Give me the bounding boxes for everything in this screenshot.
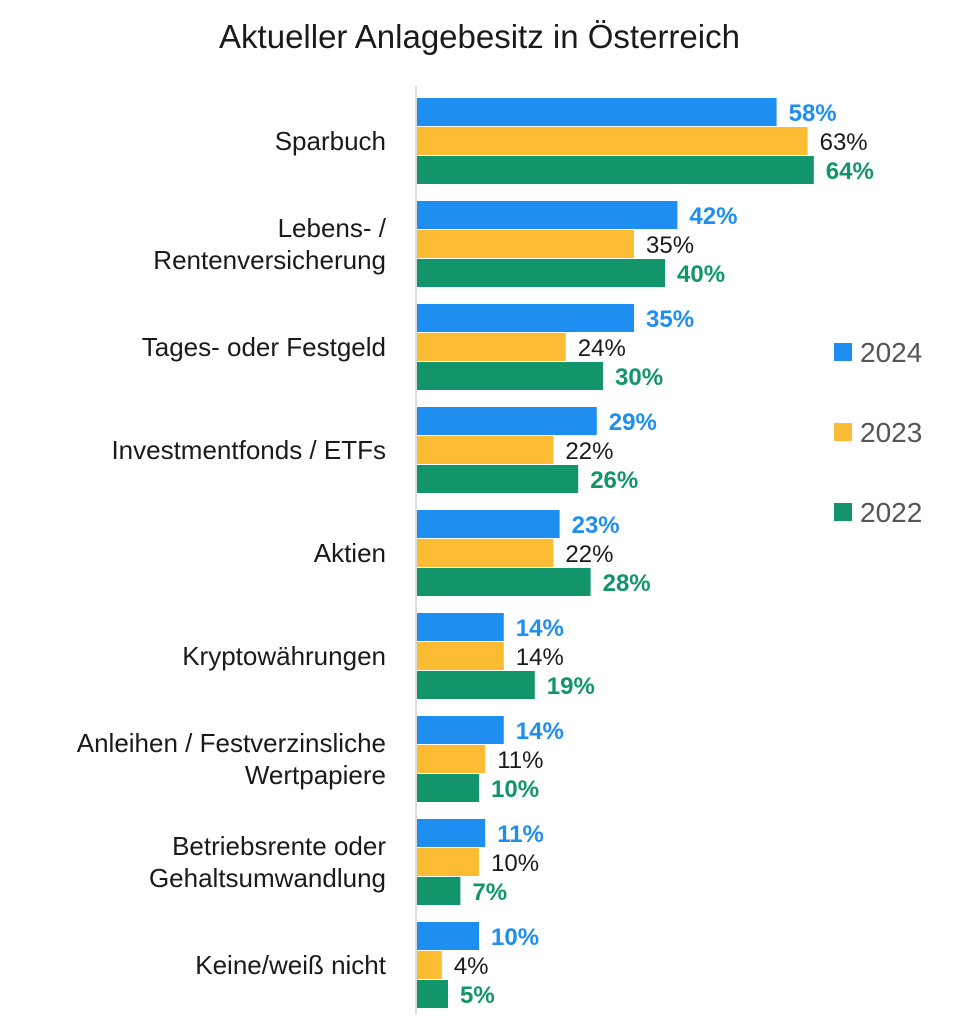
bar xyxy=(417,333,566,361)
legend-label: 2023 xyxy=(860,417,922,448)
data-label: 19% xyxy=(547,673,595,700)
labels-layer: Sparbuch 58%63%64% Lebens- /Rentenversiche… xyxy=(77,100,874,1009)
legend-swatch xyxy=(834,343,852,361)
data-label: 63% xyxy=(820,129,868,156)
category-label: Gehaltsumwandlung xyxy=(149,863,386,893)
bar xyxy=(417,848,479,876)
bar xyxy=(417,259,665,287)
chart-title: Aktueller Anlagebesitz in Österreich xyxy=(219,18,740,55)
bar xyxy=(417,819,486,847)
category-label: Lebens- / xyxy=(278,213,387,243)
bar xyxy=(417,613,504,641)
data-label: 29% xyxy=(609,409,657,436)
data-label: 35% xyxy=(646,232,694,259)
category-label: Aktien xyxy=(314,538,386,568)
category-label: Rentenversicherung xyxy=(153,245,386,275)
bar xyxy=(417,407,597,435)
bar xyxy=(417,127,808,155)
data-label: 11% xyxy=(497,747,543,774)
bar xyxy=(417,510,560,538)
category-label: Betriebsrente oder xyxy=(172,831,386,861)
bar xyxy=(417,436,554,464)
bar xyxy=(417,98,777,126)
legend: 2024 2023 2022 xyxy=(834,337,922,528)
category-label: Kryptowährungen xyxy=(182,641,386,671)
data-label: 10% xyxy=(491,850,539,877)
data-label: 10% xyxy=(491,924,539,951)
data-label: 22% xyxy=(565,438,613,465)
category-label: Tages- oder Festgeld xyxy=(142,332,386,362)
legend-swatch xyxy=(834,503,852,521)
data-label: 23% xyxy=(572,512,620,539)
bar xyxy=(417,671,535,699)
category-label: Wertpapiere xyxy=(245,760,386,790)
legend-label: 2024 xyxy=(860,337,922,368)
data-label: 40% xyxy=(677,261,725,288)
bar xyxy=(417,922,479,950)
bars-layer xyxy=(415,86,814,1014)
data-label: 35% xyxy=(646,306,694,333)
bar xyxy=(417,362,603,390)
data-label: 10% xyxy=(491,776,539,803)
category-label: Investmentfonds / ETFs xyxy=(111,435,386,465)
data-label: 14% xyxy=(516,644,564,671)
data-label: 58% xyxy=(789,100,837,127)
data-label: 28% xyxy=(603,570,651,597)
data-label: 7% xyxy=(472,879,507,906)
bar xyxy=(417,201,678,229)
bar xyxy=(417,568,591,596)
bar xyxy=(417,877,461,905)
data-label: 30% xyxy=(615,364,663,391)
bar xyxy=(417,539,554,567)
data-label: 26% xyxy=(590,467,638,494)
data-label: 22% xyxy=(565,541,613,568)
data-label: 4% xyxy=(454,953,489,980)
bar xyxy=(417,716,504,744)
data-label: 64% xyxy=(826,158,874,185)
data-label: 24% xyxy=(578,335,626,362)
category-label: Keine/weiß nicht xyxy=(195,950,387,980)
bar xyxy=(417,642,504,670)
data-label: 42% xyxy=(689,203,737,230)
data-label: 5% xyxy=(460,982,495,1009)
data-label: 11% xyxy=(497,821,544,848)
data-label: 14% xyxy=(516,718,564,745)
bar xyxy=(417,745,486,773)
bar xyxy=(417,980,448,1008)
bar xyxy=(417,156,814,184)
category-label: Anleihen / Festverzinsliche xyxy=(77,728,386,758)
data-label: 14% xyxy=(516,615,564,642)
bar xyxy=(417,304,634,332)
legend-swatch xyxy=(834,423,852,441)
legend-label: 2022 xyxy=(860,497,922,528)
bar xyxy=(417,230,634,258)
category-label: Sparbuch xyxy=(275,126,386,156)
bar xyxy=(417,774,479,802)
bar xyxy=(417,951,442,979)
bar xyxy=(417,465,579,493)
